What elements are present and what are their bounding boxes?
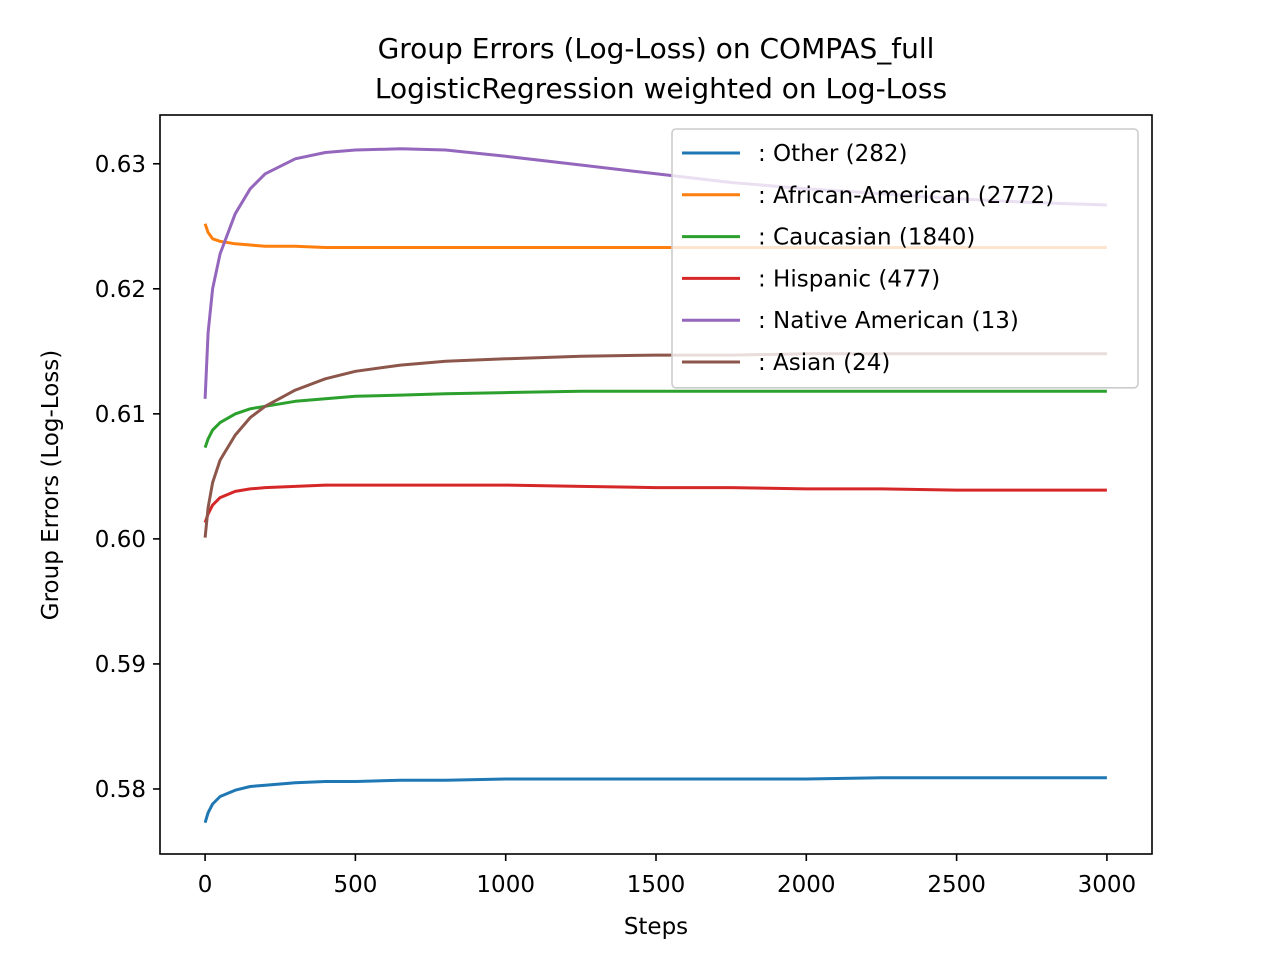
- x-axis-label: Steps: [624, 914, 688, 940]
- series-line-3: [203, 483, 1107, 524]
- x-tick-label: 2000: [777, 872, 836, 898]
- y-axis: 0.58 0.59 0.60 0.61 0.62 0.63: [95, 152, 160, 803]
- legend-box: [671, 128, 1139, 389]
- x-tick-label: 500: [333, 872, 377, 898]
- legend-label-3: : Hispanic (477): [758, 266, 940, 292]
- x-axis: 0 500 1000 1500 2000 2500 3000: [198, 854, 1136, 898]
- y-tick-label: 0.59: [95, 652, 146, 678]
- legend-label-5: : Asian (24): [758, 350, 890, 376]
- y-tick-label: 0.62: [95, 277, 146, 303]
- legend: : Other (282) : African-American (2772) : …: [671, 128, 1139, 389]
- y-tick-label: 0.61: [95, 402, 146, 428]
- chart-subtitle: LogisticRegression weighted on Log-Loss: [375, 72, 947, 105]
- series-line-0: [203, 776, 1107, 824]
- chart-title: Group Errors (Log-Loss) on COMPAS_full: [378, 32, 935, 65]
- y-tick-label: 0.60: [95, 527, 146, 553]
- y-tick-label: 0.58: [95, 777, 146, 803]
- legend-label-0: : Other (282): [758, 141, 908, 167]
- legend-label-4: : Native American (13): [758, 308, 1019, 334]
- y-axis-label: Group Errors (Log-Loss): [38, 350, 64, 620]
- x-tick-label: 1000: [476, 872, 535, 898]
- x-tick-label: 2500: [927, 872, 986, 898]
- x-tick-label: 0: [198, 872, 213, 898]
- legend-label-1: : African-American (2772): [758, 183, 1054, 209]
- series-layer: [203, 147, 1107, 824]
- y-tick-label: 0.63: [95, 152, 146, 178]
- x-tick-label: 3000: [1078, 872, 1137, 898]
- legend-label-2: : Caucasian (1840): [758, 225, 975, 251]
- series-line-2: [203, 389, 1107, 449]
- x-tick-label: 1500: [627, 872, 686, 898]
